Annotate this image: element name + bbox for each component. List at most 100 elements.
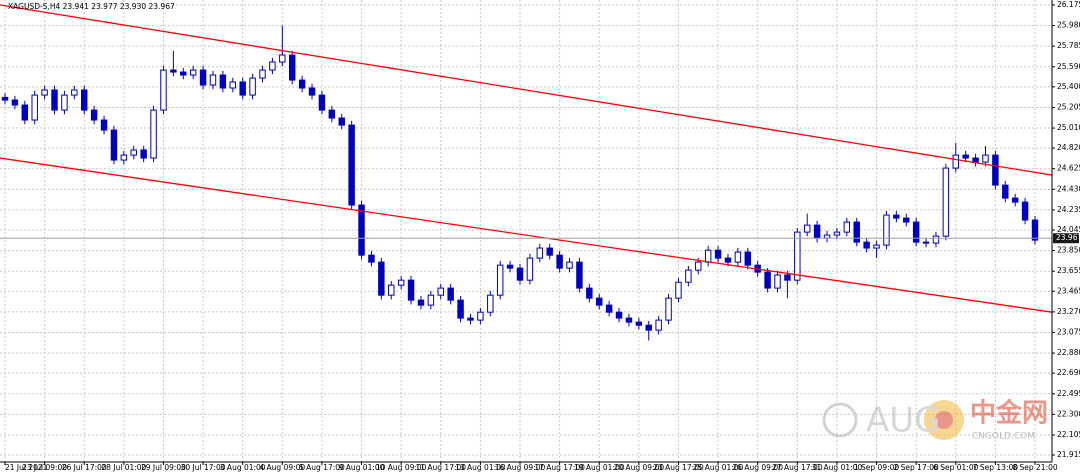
candle-body	[130, 149, 137, 156]
candle-body	[744, 251, 752, 266]
x-tick-label: 1 Sep 09:00	[854, 463, 900, 472]
y-tick-label: 23.465	[1057, 286, 1080, 295]
y-tick-label: 24.430	[1057, 184, 1080, 193]
y-tick-label: 23.655	[1057, 266, 1080, 275]
candle-body	[328, 109, 336, 119]
candle-body	[21, 104, 29, 121]
y-tick-label: 25.980	[1057, 21, 1080, 30]
candle-body	[41, 89, 48, 96]
watermark-icon	[822, 402, 858, 438]
candle-body	[912, 221, 920, 243]
candle-body	[556, 254, 563, 269]
watermark: AUG 中金网 CNGOLD.COM	[822, 398, 1048, 442]
candle-body	[655, 319, 662, 331]
candle-body	[922, 241, 930, 244]
x-tick-label: 11 Aug 17:00	[415, 463, 466, 472]
candle-body	[546, 247, 553, 256]
x-tick-label: 3 Aug 01:00	[220, 463, 266, 472]
candle-body	[71, 89, 78, 96]
candle-body	[457, 299, 464, 319]
candle-body	[467, 317, 474, 321]
candle-body	[843, 221, 851, 233]
candle-body	[982, 154, 989, 163]
x-tick-label: 30 Jul 17:00	[181, 463, 226, 472]
candle-body	[51, 89, 58, 111]
candle-body	[645, 324, 652, 331]
candle-body	[635, 321, 643, 326]
candle-body	[318, 94, 326, 111]
candle-body	[774, 274, 781, 289]
candle-body	[81, 89, 88, 111]
x-tick-label: 16 Aug 09:00	[495, 463, 546, 472]
candle-body	[496, 264, 504, 296]
y-tick-label: 25.590	[1057, 62, 1080, 71]
x-tick-label: 10 Aug 09:00	[376, 463, 427, 472]
x-tick-label: 21 Jul 2021	[5, 463, 48, 472]
y-tick-label: 22.690	[1057, 368, 1080, 377]
x-tick-label: 4 Aug 09:00	[259, 463, 305, 472]
candle-body	[586, 287, 593, 299]
candle-body	[893, 214, 900, 219]
candle-body	[437, 287, 444, 296]
candle-body	[665, 297, 672, 321]
watermark-text: AUG	[866, 401, 941, 441]
candle-body	[803, 224, 811, 233]
x-tick-label: 7 Sep 13:00	[973, 463, 1019, 472]
candle-body	[249, 77, 256, 96]
x-tick-label: 13 Aug 01:00	[455, 463, 506, 472]
candle-body	[180, 71, 187, 76]
y-tick-label: 23.270	[1057, 307, 1080, 316]
candle-body	[348, 124, 355, 206]
x-tick-label: 27 Aug 17:00	[772, 463, 823, 472]
candle-body	[576, 261, 583, 289]
y-tick-label: 24.235	[1057, 205, 1080, 214]
plot-area	[0, 4, 1053, 341]
candle-body	[883, 214, 890, 246]
candle-body	[506, 264, 514, 269]
candle-body	[199, 69, 207, 86]
y-tick-label: 25.785	[1057, 41, 1080, 50]
candle-body	[675, 281, 682, 299]
candle-body	[397, 279, 405, 286]
channel-line	[0, 4, 1053, 176]
candle-body	[873, 244, 880, 249]
y-tick-label: 25.010	[1057, 123, 1080, 132]
y-tick-label: 22.880	[1057, 348, 1080, 357]
candle-body	[1002, 184, 1009, 199]
candle-body	[695, 261, 702, 271]
candle-body	[962, 154, 969, 159]
x-tick-label: 6 Sep 01:00	[933, 463, 979, 472]
candle-body	[279, 54, 286, 63]
y-tick-label: 23.850	[1057, 246, 1080, 255]
candle-body	[1, 96, 9, 101]
x-tick-label: 26 Aug 09:00	[732, 463, 783, 472]
candle-body	[863, 241, 870, 249]
candle-body	[209, 74, 217, 86]
candle-body	[358, 204, 365, 256]
candle-body	[388, 284, 395, 296]
candle-body	[516, 267, 524, 281]
x-tick-label: 8 Sep 21:00	[1012, 463, 1058, 472]
candle-body	[120, 154, 128, 161]
x-tick-label: 23 Aug 17:00	[653, 463, 704, 472]
y-tick-label: 22.105	[1057, 430, 1080, 439]
candle-body	[269, 61, 276, 71]
channel-line	[0, 157, 1053, 313]
watermark-brand: 中金网	[970, 398, 1048, 429]
candle-body	[566, 261, 573, 269]
x-tick-label: 5 Aug 17:00	[299, 463, 345, 472]
y-tick-label: 24.045	[1057, 225, 1080, 234]
candle-body	[853, 221, 860, 243]
grid	[0, 0, 1052, 462]
candle-body	[615, 311, 623, 319]
candle-body	[536, 247, 544, 259]
candle-body	[189, 69, 197, 76]
x-tick-label: 9 Aug 01:00	[339, 463, 385, 472]
candle-body	[100, 119, 108, 131]
candle-body	[407, 279, 415, 301]
candle-body	[813, 224, 821, 239]
candle-body	[704, 249, 712, 263]
candle-body	[308, 87, 316, 96]
x-tick-label: 31 Aug 01:00	[812, 463, 863, 472]
candle-body	[427, 294, 435, 306]
